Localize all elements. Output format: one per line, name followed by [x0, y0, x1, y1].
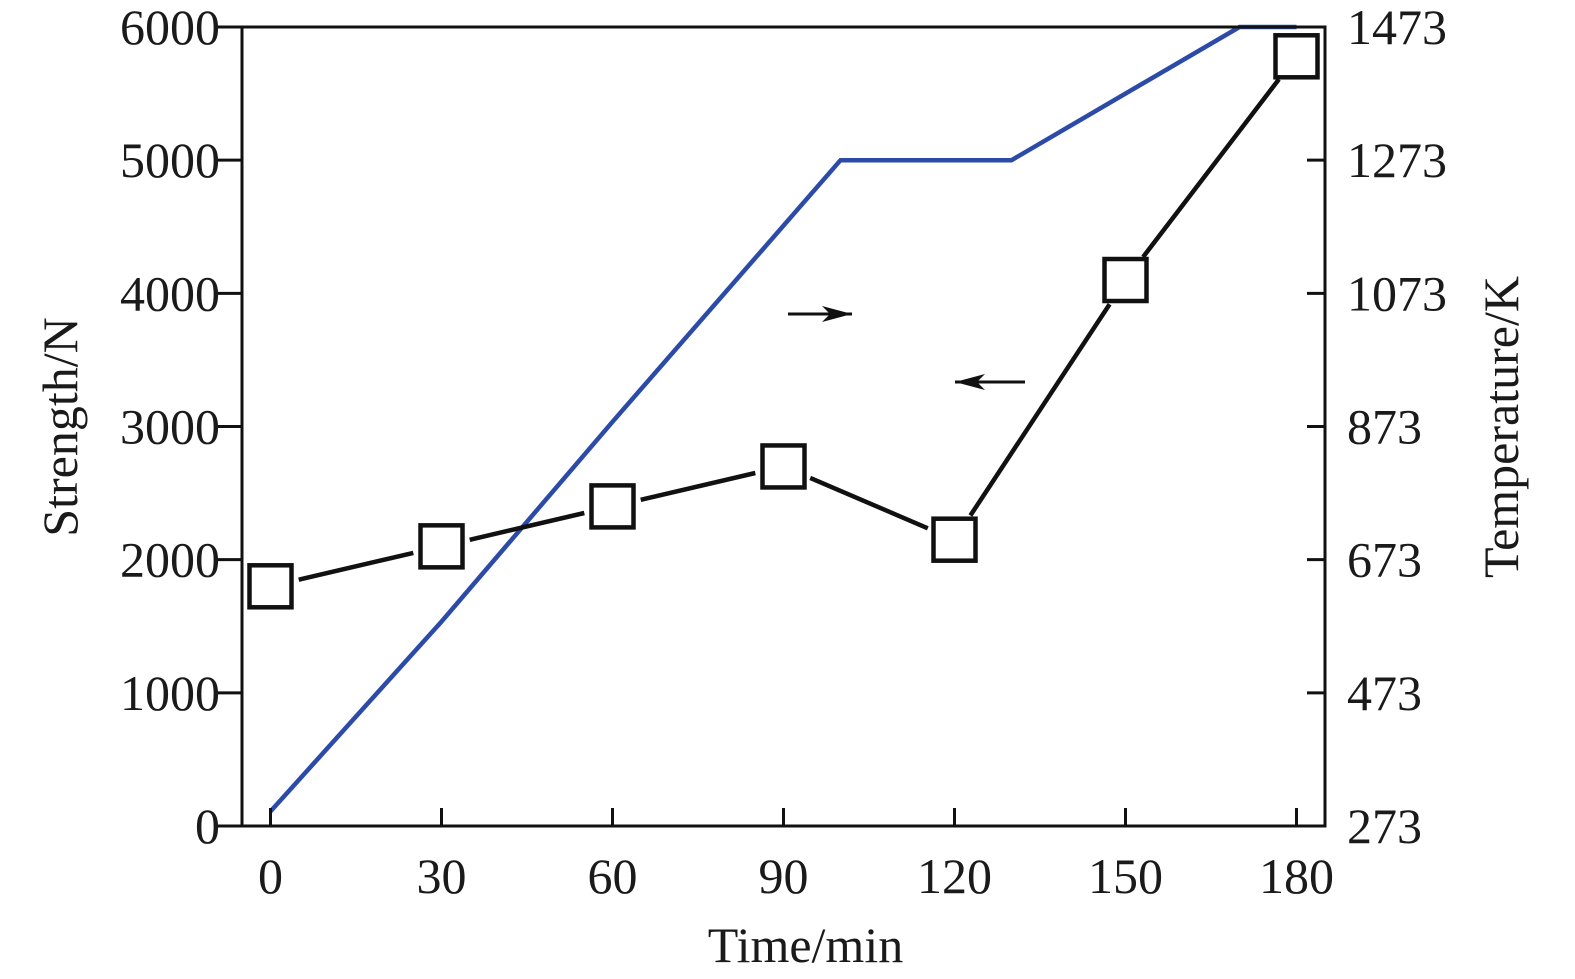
x-tick-label: 120 — [917, 848, 992, 904]
strength-series-segment — [809, 475, 929, 531]
strength-square-marker — [418, 523, 465, 570]
y-right-tick-label: 873 — [1347, 399, 1422, 455]
y-right-tick-label: 473 — [1347, 665, 1422, 721]
strength-square-marker — [589, 483, 636, 530]
y-right-tick-label: 1073 — [1347, 265, 1447, 321]
strength-square-marker — [1102, 256, 1149, 304]
x-tick-label: 150 — [1088, 848, 1163, 904]
y-left-tick-label: 3000 — [120, 399, 220, 455]
arrow-right-annotation-head — [822, 306, 852, 322]
strength-square-marker — [1273, 33, 1320, 80]
strength-series-segment — [1141, 77, 1281, 259]
axis-text: 0 30 60 90 120 150 180 0 1000 2000 3000 4000 5000 600… — [32, 0, 1529, 973]
temperature-series-line — [268, 24, 1297, 813]
arrow-right-annotation — [788, 306, 852, 322]
strength-square-marker — [247, 563, 294, 610]
arrow-left-annotation-head — [955, 374, 985, 390]
arrow-left-annotation — [955, 374, 1025, 390]
y-left-tick-label: 0 — [195, 798, 220, 854]
y-right-tick-label: 1273 — [1347, 132, 1447, 188]
plot-frame — [240, 25, 1327, 828]
strength-series-segment — [968, 302, 1112, 517]
y-left-tick-label: 5000 — [120, 132, 220, 188]
x-axis-title: Time/min — [708, 917, 903, 973]
y-right-axis-title: Temperature/K — [1473, 276, 1529, 578]
x-tick-label: 30 — [417, 848, 467, 904]
y-left-tick-label: 2000 — [120, 532, 220, 588]
strength-series-segment — [298, 550, 414, 582]
plot-area — [247, 24, 1320, 813]
x-tick-label: 90 — [759, 848, 809, 904]
x-tick-label: 60 — [588, 848, 638, 904]
x-tick-label: 180 — [1259, 848, 1334, 904]
strength-series-segment — [640, 470, 756, 502]
axes — [218, 25, 1327, 828]
y-right-tick-label: 673 — [1347, 532, 1422, 588]
y-left-tick-label: 4000 — [120, 265, 220, 321]
y-left-tick-label: 6000 — [120, 0, 220, 55]
strength-square-marker — [931, 516, 978, 563]
y-right-tick-label: 1473 — [1347, 0, 1447, 55]
strength-square-marker — [760, 443, 807, 490]
y-right-tick-label: 273 — [1347, 798, 1422, 854]
y-left-axis-title: Strength/N — [32, 317, 88, 536]
y-left-tick-label: 1000 — [120, 665, 220, 721]
x-tick-label: 0 — [258, 848, 283, 904]
strength-series-segment — [469, 510, 585, 542]
